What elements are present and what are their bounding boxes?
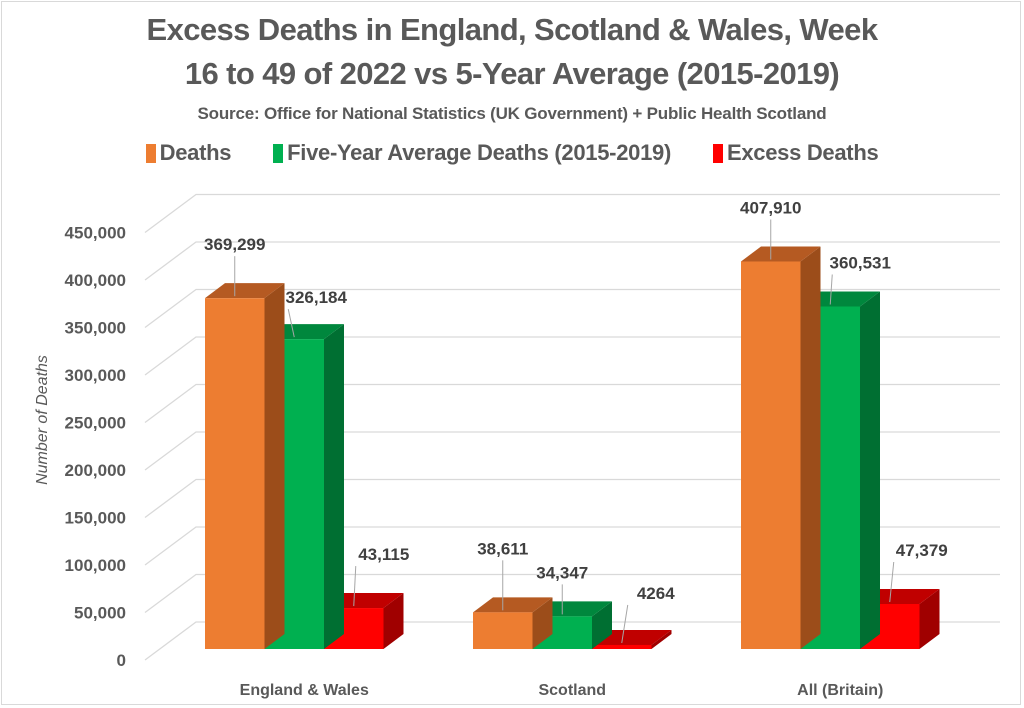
x-category-label: England & Wales — [240, 682, 369, 699]
gridlines — [144, 193, 1000, 661]
leader-line — [621, 604, 629, 644]
gridline — [144, 336, 1000, 376]
gridline — [144, 288, 1000, 329]
legend-label-deaths: Deaths — [159, 140, 232, 165]
y-tick-label: 350,000 — [65, 319, 126, 338]
bar-side — [592, 601, 612, 649]
x-category-label: Scotland — [538, 682, 606, 699]
legend-item-five-year-average: Five-Year Average Deaths (2015-2019) — [273, 140, 671, 166]
bar-side — [860, 291, 880, 649]
gridline — [144, 478, 1000, 519]
gridline — [144, 383, 1000, 424]
bar-front — [592, 644, 652, 649]
leader-line — [829, 274, 833, 305]
data-label: 43,115 — [358, 545, 409, 564]
data-label: 47,379 — [896, 541, 948, 560]
data-label: 360,531 — [830, 253, 891, 272]
y-axis-ticks: 0 50,000 100,000 150,000 200,000 250,000 300,0… — [65, 224, 126, 671]
y-axis-title: Number of Deaths — [34, 355, 51, 485]
y-tick-label: 250,000 — [65, 414, 126, 433]
data-label: 407,910 — [740, 198, 801, 217]
bar-0-0 — [205, 283, 285, 649]
y-tick-label: 450,000 — [65, 224, 126, 243]
bar-front — [205, 298, 265, 649]
data-label: 4264 — [637, 584, 675, 603]
legend-item-excess-deaths: Excess Deaths — [712, 140, 879, 166]
gridline — [144, 193, 1000, 234]
gridline — [144, 526, 1000, 566]
gridline — [144, 621, 1000, 661]
bar-side — [919, 588, 940, 649]
data-label: 326,184 — [286, 288, 348, 307]
y-tick-label: 0 — [117, 651, 126, 670]
x-category-label: All (Britain) — [797, 682, 883, 699]
legend-label-excess-deaths: Excess Deaths — [726, 140, 879, 165]
legend-swatch-deaths — [145, 143, 156, 163]
bar-side — [383, 593, 404, 649]
gridline — [144, 431, 1000, 471]
data-label: 369,299 — [204, 235, 265, 254]
bar-top — [205, 283, 285, 299]
legend-label-five-year-average: Five-Year Average Deaths (2015-2019) — [287, 140, 671, 165]
gridline — [144, 241, 1000, 281]
bar-front — [473, 612, 533, 649]
category-labels: England & Wales Scotland All (Britain) — [240, 682, 884, 699]
bars — [205, 246, 940, 649]
y-tick-label: 150,000 — [65, 509, 126, 528]
y-tick-label: 400,000 — [65, 271, 126, 290]
bar-side — [264, 283, 285, 649]
bar-front — [741, 261, 801, 649]
data-labels: 369,299 326,184 43,115 38,611 34,347 4264 407,… — [204, 198, 948, 644]
y-tick-label: 50,000 — [74, 604, 126, 623]
chart-subtitle: Source: Office for National Statistics (… — [197, 104, 827, 123]
leader-line — [353, 566, 357, 607]
bar-1-0 — [473, 597, 553, 649]
gridline — [144, 573, 1000, 614]
y-tick-label: 300,000 — [65, 366, 126, 385]
y-tick-label: 100,000 — [65, 556, 126, 575]
bar-side — [800, 246, 821, 649]
chart-title-line-2: 16 to 49 of 2022 vs 5-Year Average (2015… — [184, 56, 840, 91]
bar-top — [741, 246, 821, 262]
bar-2-0 — [741, 246, 821, 649]
data-label: 34,347 — [536, 563, 588, 582]
leader-line — [889, 561, 895, 603]
bar-side — [651, 629, 672, 649]
chart-title-line-1: Excess Deaths in England, Scotland & Wal… — [146, 12, 879, 47]
legend-item-deaths: Deaths — [145, 140, 232, 166]
chart-legend: Deaths Five-Year Average Deaths (2015-20… — [0, 140, 1024, 166]
y-tick-label: 200,000 — [65, 461, 126, 480]
bar-side — [532, 597, 553, 649]
data-label: 38,611 — [477, 539, 528, 558]
legend-swatch-excess-deaths — [712, 143, 723, 163]
leader-line — [287, 309, 295, 338]
legend-swatch-five-year-average — [273, 143, 284, 163]
bar-top — [473, 597, 553, 613]
bar-2-2 — [860, 588, 940, 649]
bar-side — [324, 324, 344, 649]
